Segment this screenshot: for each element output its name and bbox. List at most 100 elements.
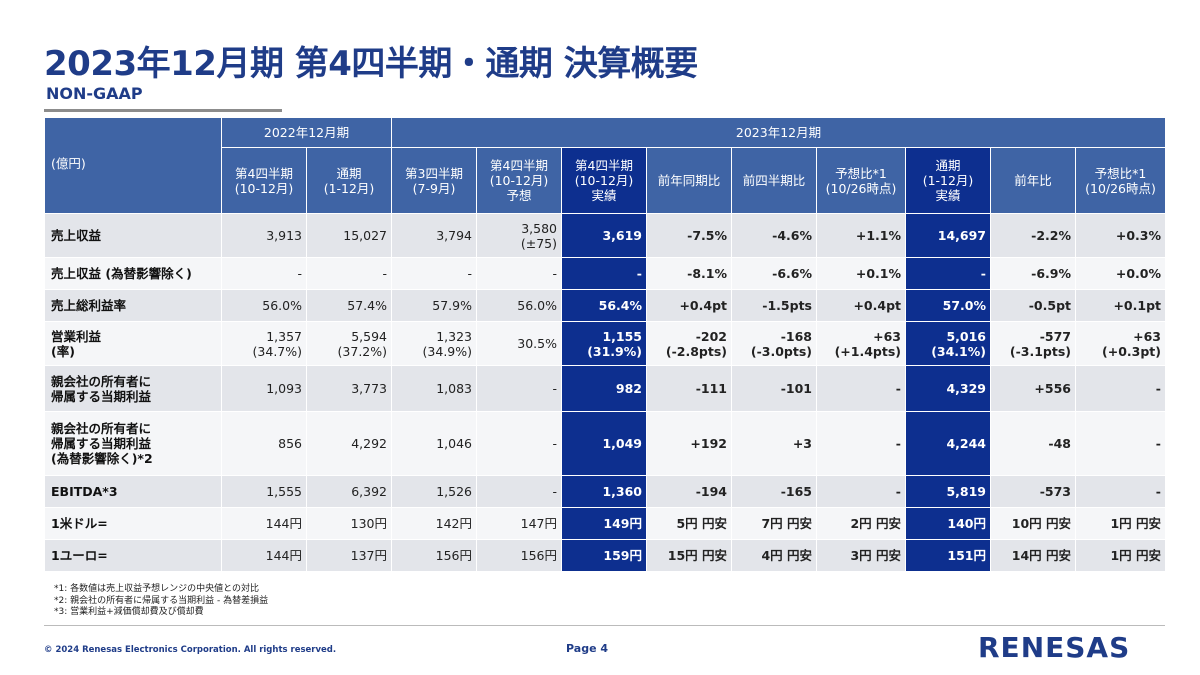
table-row: 売上総利益率 56.0% 57.4% 57.9% 56.0% 56.4% +0.4pt -1.… bbox=[44, 289, 1166, 322]
table-cell: -573 bbox=[990, 475, 1076, 508]
table-cell: -4.6% bbox=[731, 213, 817, 258]
table-cell: 1,555 bbox=[221, 475, 307, 508]
table-cell: 2円 円安 bbox=[816, 507, 906, 540]
col-header-fy-2022: 通期 (1-12月) bbox=[306, 147, 392, 214]
table-cell: -6.9% bbox=[990, 257, 1076, 290]
table-cell: 151円 bbox=[905, 539, 991, 572]
table-row: EBITDA*3 1,555 6,392 1,526-1,360 -194 -165-5,… bbox=[44, 475, 1166, 508]
table-cell: +1.1% bbox=[816, 213, 906, 258]
table-cell: - bbox=[1075, 411, 1166, 476]
row-label: 親会社の所有者に 帰属する当期利益 (為替影響除く)*2 bbox=[44, 411, 222, 476]
row-label: 1ユーロ= bbox=[44, 539, 222, 572]
table-cell: 4円 円安 bbox=[731, 539, 817, 572]
table-cell: 137円 bbox=[306, 539, 392, 572]
table-cell: 1,093 bbox=[221, 365, 307, 412]
table-row: 親会社の所有者に 帰属する当期利益 (為替影響除く)*2 856 4,292 1,046-… bbox=[44, 411, 1166, 476]
row-label: 売上収益 bbox=[44, 213, 222, 258]
page-number: Page 4 bbox=[566, 642, 609, 655]
table-cell: -7.5% bbox=[646, 213, 732, 258]
footnotes: *1: 各数値は売上収益予想レンジの中央値との対比 *2: 親会社の所有者に帰属… bbox=[54, 584, 268, 619]
table-cell: 144円 bbox=[221, 539, 307, 572]
table-cell: - bbox=[476, 365, 562, 412]
table-cell: 3,794 bbox=[391, 213, 477, 258]
table-cell: 159円 bbox=[561, 539, 647, 572]
table-cell: 10円 円安 bbox=[990, 507, 1076, 540]
col-header-q4-2022: 第4四半期 (10-12月) bbox=[221, 147, 307, 214]
table-cell: 4,329 bbox=[905, 365, 991, 412]
table-cell: 4,244 bbox=[905, 411, 991, 476]
table-cell: - bbox=[905, 257, 991, 290]
table-cell: 56.4% bbox=[561, 289, 647, 322]
table-cell: 982 bbox=[561, 365, 647, 412]
col-header-qoq: 前四半期比 bbox=[731, 147, 817, 214]
renesas-logo: RENESAS bbox=[978, 631, 1131, 664]
table-cell: -48 bbox=[990, 411, 1076, 476]
table-cell: 3,580 (±75) bbox=[476, 213, 562, 258]
table-cell: 56.0% bbox=[221, 289, 307, 322]
table-body: 売上収益 3,913 15,027 3,794 3,580 (±75) 3,619 -7.5… bbox=[44, 213, 1166, 572]
table-cell: -2.2% bbox=[990, 213, 1076, 258]
table-cell: 5,594 (37.2%) bbox=[306, 321, 392, 366]
footnote-2: *2: 親会社の所有者に帰属する当期利益 - 為替差損益 bbox=[54, 595, 269, 606]
table-cell: 149円 bbox=[561, 507, 647, 540]
table-cell: -194 bbox=[646, 475, 732, 508]
table-cell: -1.5pts bbox=[731, 289, 817, 322]
table-cell: 1,046 bbox=[391, 411, 477, 476]
table-cell: 3,913 bbox=[221, 213, 307, 258]
col-header-fy-actual: 通期 (1-12月) 実績 bbox=[905, 147, 991, 214]
table-cell: 142円 bbox=[391, 507, 477, 540]
table-cell: - bbox=[391, 257, 477, 290]
col-header-fy-vs-forecast: 予想比*1 (10/26時点) bbox=[1075, 147, 1166, 214]
unit-label: (億円) bbox=[44, 117, 222, 214]
row-label: EBITDA*3 bbox=[44, 475, 222, 508]
row-label: 1米ドル= bbox=[44, 507, 222, 540]
table-cell: - bbox=[476, 475, 562, 508]
table-cell: +0.1pt bbox=[1075, 289, 1166, 322]
table-cell: 57.4% bbox=[306, 289, 392, 322]
table-cell: +556 bbox=[990, 365, 1076, 412]
table-cell: -202 (-2.8pts) bbox=[646, 321, 732, 366]
table-cell: +0.4pt bbox=[646, 289, 732, 322]
col-header-q4-forecast: 第4四半期 (10-12月) 予想 bbox=[476, 147, 562, 214]
table-cell: 1,357 (34.7%) bbox=[221, 321, 307, 366]
table-cell: - bbox=[1075, 475, 1166, 508]
table-cell: 3円 円安 bbox=[816, 539, 906, 572]
table-cell: -168 (-3.0pts) bbox=[731, 321, 817, 366]
table-cell: +192 bbox=[646, 411, 732, 476]
table-cell: +3 bbox=[731, 411, 817, 476]
table-row: 売上収益 3,913 15,027 3,794 3,580 (±75) 3,619 -7.5… bbox=[44, 213, 1166, 258]
table-cell: 14,697 bbox=[905, 213, 991, 258]
table-cell: 1,526 bbox=[391, 475, 477, 508]
table-cell: -8.1% bbox=[646, 257, 732, 290]
table-cell: +0.4pt bbox=[816, 289, 906, 322]
table-cell: 1円 円安 bbox=[1075, 507, 1166, 540]
page-title: 2023年12月期 第4四半期・通期 決算概要 bbox=[44, 44, 698, 84]
table-cell: 4,292 bbox=[306, 411, 392, 476]
table-cell: -577 (-3.1pts) bbox=[990, 321, 1076, 366]
subtitle-underline bbox=[44, 109, 282, 112]
table-cell: - bbox=[306, 257, 392, 290]
footnote-1: *1: 各数値は売上収益予想レンジの中央値との対比 bbox=[54, 584, 260, 594]
table-cell: 1,360 bbox=[561, 475, 647, 508]
table-row: 営業利益 (率) 1,357 (34.7%) 5,594 (37.2%) 1,323 (… bbox=[44, 321, 1166, 366]
table-cell: - bbox=[561, 257, 647, 290]
table-cell: -165 bbox=[731, 475, 817, 508]
table-cell: 15,027 bbox=[306, 213, 392, 258]
table-row: 売上収益 (為替影響除く) - - - - - -8.1% -6.6% +0.1% - -6.9% +… bbox=[44, 257, 1166, 290]
financial-summary-table: (億円) 2022年12月期 2023年12月期 第4四半期 (10-12月) 通… bbox=[44, 117, 1166, 572]
page-subtitle: NON-GAAP bbox=[46, 84, 143, 103]
table-cell: 156円 bbox=[391, 539, 477, 572]
table-cell: -101 bbox=[731, 365, 817, 412]
col-header-yoy: 前年同期比 bbox=[646, 147, 732, 214]
table-cell: - bbox=[476, 257, 562, 290]
table-cell: 3,773 bbox=[306, 365, 392, 412]
col-header-vs-forecast: 予想比*1 (10/26時点) bbox=[816, 147, 906, 214]
table-cell: -6.6% bbox=[731, 257, 817, 290]
table-cell: 3,619 bbox=[561, 213, 647, 258]
row-label: 親会社の所有者に 帰属する当期利益 bbox=[44, 365, 222, 412]
table-row: 親会社の所有者に 帰属する当期利益 1,093 3,773 1,083-982 -111-… bbox=[44, 365, 1166, 412]
table-cell: +0.3% bbox=[1075, 213, 1166, 258]
table-cell: 1円 円安 bbox=[1075, 539, 1166, 572]
table-cell: 15円 円安 bbox=[646, 539, 732, 572]
col-header-q3-2023: 第3四半期 (7-9月) bbox=[391, 147, 477, 214]
